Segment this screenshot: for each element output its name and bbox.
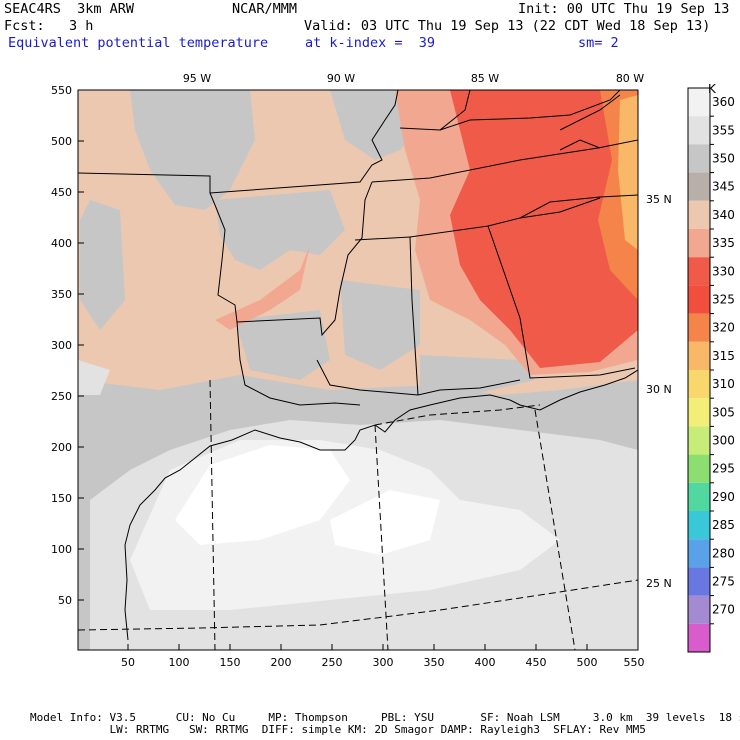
colorbar-level-label: 345	[712, 180, 735, 194]
lat-label: 35 N	[646, 193, 672, 206]
colorbar-swatch	[688, 341, 710, 370]
colorbar-level-label: 315	[712, 349, 735, 363]
colorbar-swatch	[688, 200, 710, 229]
x-tick-label: 400	[475, 656, 496, 669]
colorbar-level-label: 310	[712, 377, 735, 391]
colorbar-level-label: 295	[712, 462, 735, 476]
colorbar-level-label: 340	[712, 208, 735, 222]
lon-label: 85 W	[471, 72, 499, 85]
colorbar-swatch	[688, 285, 710, 314]
axis-ticks	[78, 89, 588, 650]
colorbar-swatch	[688, 172, 710, 201]
y-tick-label: 350	[51, 288, 72, 301]
colorbar-swatch	[688, 88, 710, 117]
map-frame	[77, 89, 639, 651]
colorbar-swatch	[688, 144, 710, 173]
colorbar-swatch	[688, 454, 710, 483]
x-tick-label: 350	[424, 656, 445, 669]
colorbar-level-label: 270	[712, 603, 735, 617]
colorbar-swatch	[688, 623, 710, 652]
x-tick-label: 450	[526, 656, 547, 669]
colorbar-level-label: 300	[712, 434, 735, 448]
x-tick-label: 150	[220, 656, 241, 669]
colorbar-swatch	[688, 426, 710, 455]
y-tick-label: 100	[51, 543, 72, 556]
colorbar: 360 355 350 345 340 335 330 325 320 315 310 305 300 2…	[687, 87, 735, 653]
level-label: at k-index = 39	[305, 35, 436, 51]
colorbar-swatch	[688, 313, 710, 342]
model-info-line1: Model Info: V3.5 CU: No Cu MP: Thompson …	[30, 711, 740, 724]
theta-e-field	[78, 90, 638, 650]
y-tick-label: 50	[58, 594, 72, 607]
colorbar-swatch	[688, 567, 710, 596]
colorbar-swatch	[688, 257, 710, 286]
model-info-line2: LW: RRTMG SW: RRTMG DIFF: simple KM: 2D …	[30, 723, 646, 736]
colorbar-swatch	[688, 595, 710, 624]
colorbar-level-label: 305	[712, 405, 735, 419]
colorbar-level-label: 330	[712, 264, 735, 278]
colorbar-level-label: 285	[712, 518, 735, 532]
forecast-hour: Fcst: 3 h	[4, 18, 94, 34]
coastline	[124, 369, 638, 641]
colorbar-level-label: 360	[712, 95, 735, 109]
x-tick-label: 550	[624, 656, 645, 669]
colorbar-level-label: 275	[712, 575, 735, 589]
colorbar-level-label: 335	[712, 236, 735, 250]
lon-label: 95 W	[183, 72, 211, 85]
colorbar-swatch	[688, 539, 710, 568]
model-title: SEAC4RS 3km ARW	[4, 1, 135, 17]
colorbar-swatch	[688, 116, 710, 145]
colorbar-swatch	[688, 482, 710, 511]
boundaries	[78, 90, 638, 406]
x-tick-label: 50	[121, 656, 135, 669]
lon-label: 90 W	[327, 72, 355, 85]
colorbar-level-label: 350	[712, 152, 735, 166]
colorbar-level-label: 280	[712, 546, 735, 560]
colorbar-unit: K	[708, 82, 717, 96]
lat-label: 30 N	[646, 383, 672, 396]
y-tick-label: 250	[51, 390, 72, 403]
graticule	[78, 379, 638, 650]
colorbar-swatch	[688, 229, 710, 258]
y-tick-label: 400	[51, 237, 72, 250]
field-name: Equivalent potential temperature	[8, 35, 269, 51]
valid-time: Valid: 03 UTC Thu 19 Sep 13 (22 CDT Wed …	[304, 18, 711, 34]
x-tick-label: 500	[577, 656, 598, 669]
colorbar-swatch	[688, 398, 710, 427]
init-time: Init: 00 UTC Thu 19 Sep 13	[518, 1, 730, 17]
y-tick-label: 550	[51, 84, 72, 97]
lon-label: 80 W	[616, 72, 644, 85]
colorbar-level-label: 325	[712, 293, 735, 307]
colorbar-swatch	[688, 370, 710, 399]
colorbar-level-label: 355	[712, 123, 735, 137]
y-tick-label: 150	[51, 492, 72, 505]
smoothing-label: sm= 2	[578, 35, 619, 51]
colorbar-level-label: 290	[712, 490, 735, 504]
x-tick-label: 300	[373, 656, 394, 669]
x-tick-label: 250	[322, 656, 343, 669]
y-tick-label: 300	[51, 339, 72, 352]
lat-label: 25 N	[646, 577, 672, 590]
center-name: NCAR/MMM	[232, 1, 298, 17]
colorbar-swatch	[688, 511, 710, 540]
colorbar-level-label: 320	[712, 321, 735, 335]
y-tick-label: 200	[51, 441, 72, 454]
y-tick-label: 450	[51, 186, 72, 199]
x-tick-label: 200	[271, 656, 292, 669]
x-tick-label: 100	[169, 656, 190, 669]
y-tick-label: 500	[51, 135, 72, 148]
